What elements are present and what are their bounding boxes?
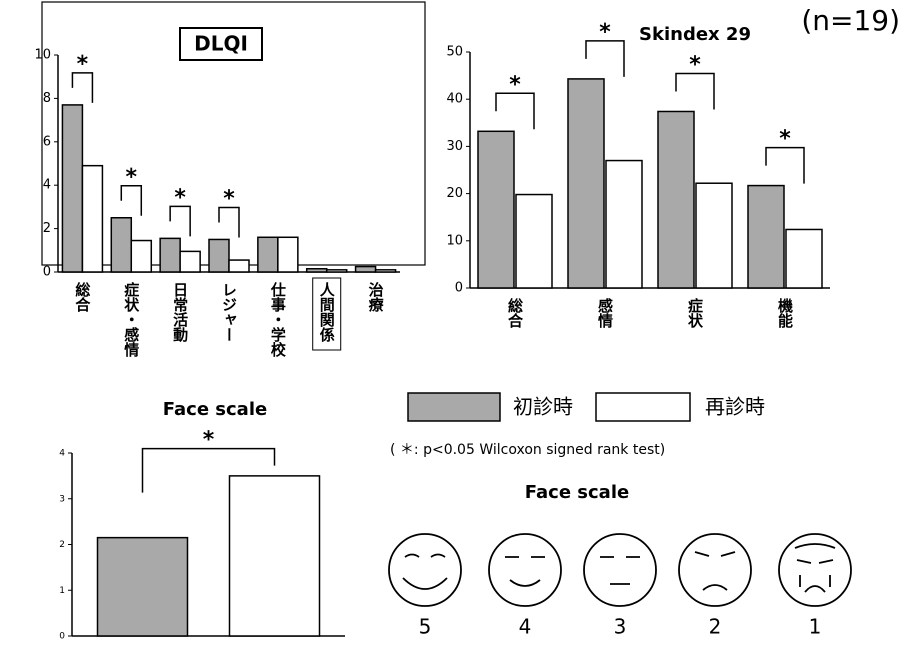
bar bbox=[376, 270, 396, 272]
y-tick-label: 0 bbox=[455, 281, 463, 296]
chart-title: Skindex 29 bbox=[639, 24, 751, 45]
face-label: 2 bbox=[709, 615, 722, 639]
x-tick-label: 人間関係 bbox=[318, 282, 336, 343]
legend-label: 初診時 bbox=[513, 395, 573, 419]
x-tick-label: 総合 bbox=[506, 297, 524, 329]
face-scale-title: Face scale bbox=[525, 482, 629, 503]
y-tick-label: 1 bbox=[59, 586, 65, 596]
face bbox=[679, 534, 751, 606]
significance-bracket bbox=[676, 73, 714, 109]
bar bbox=[180, 251, 200, 272]
y-tick-label: 30 bbox=[446, 139, 463, 154]
bar bbox=[748, 186, 784, 288]
x-tick-label: 仕事・学校 bbox=[269, 281, 287, 358]
bar bbox=[658, 111, 694, 288]
bar bbox=[606, 161, 642, 288]
bar bbox=[307, 269, 327, 272]
bar bbox=[230, 476, 320, 636]
bar bbox=[278, 237, 298, 272]
chart-title: DLQI bbox=[194, 32, 248, 56]
y-tick-label: 3 bbox=[59, 494, 65, 504]
significance-marker: * bbox=[599, 20, 611, 45]
significance-bracket bbox=[170, 206, 190, 236]
x-tick-label: 感情 bbox=[596, 297, 614, 329]
legend-swatch bbox=[408, 393, 500, 421]
face-label: 4 bbox=[519, 615, 532, 639]
x-tick-label: 治療 bbox=[367, 281, 385, 313]
significance-marker: * bbox=[126, 165, 138, 190]
significance-marker: * bbox=[174, 185, 186, 210]
y-tick-label: 4 bbox=[43, 178, 51, 193]
y-tick-label: 10 bbox=[446, 233, 463, 248]
y-tick-label: 2 bbox=[43, 221, 51, 236]
y-tick-label: 40 bbox=[446, 92, 463, 107]
x-tick-label: 総合 bbox=[73, 281, 91, 313]
y-tick-label: 2 bbox=[59, 540, 65, 550]
bar bbox=[209, 239, 229, 272]
significance-bracket bbox=[766, 148, 804, 184]
face-features bbox=[600, 557, 640, 584]
face-features bbox=[505, 557, 545, 586]
bar bbox=[356, 267, 376, 272]
significance-marker: * bbox=[509, 72, 521, 97]
significance-marker: * bbox=[779, 127, 791, 152]
significance-bracket bbox=[121, 186, 141, 216]
figure: DLQI Skindex 29 (n=19) Face scale 初診時 再診… bbox=[0, 0, 906, 646]
faces bbox=[389, 534, 851, 606]
x-tick-label: 日常活動 bbox=[171, 282, 189, 343]
face-features bbox=[403, 555, 447, 590]
y-tick-label: 20 bbox=[446, 186, 463, 201]
face-label: 3 bbox=[614, 615, 627, 639]
bar bbox=[160, 238, 180, 272]
significance-marker: * bbox=[223, 186, 235, 211]
y-tick-label: 0 bbox=[59, 632, 65, 642]
face-features bbox=[695, 552, 735, 590]
legend-swatch bbox=[596, 393, 690, 421]
face-features bbox=[795, 544, 835, 592]
bar bbox=[111, 218, 131, 272]
bar bbox=[62, 105, 82, 272]
page: DLQI Skindex 29 (n=19) Face scale 初診時 再診… bbox=[0, 0, 906, 646]
bar bbox=[478, 131, 514, 288]
bar bbox=[258, 237, 278, 272]
x-tick-label: 機能 bbox=[776, 297, 794, 329]
y-tick-label: 6 bbox=[43, 134, 51, 149]
bar bbox=[568, 79, 604, 288]
bar bbox=[516, 195, 552, 288]
face bbox=[584, 534, 656, 606]
significance-bracket bbox=[72, 73, 92, 103]
face bbox=[489, 534, 561, 606]
y-tick-label: 4 bbox=[59, 449, 65, 459]
x-tick-label: レジャー bbox=[220, 282, 238, 342]
x-tick-label: 症状・感情 bbox=[122, 281, 140, 358]
x-tick-label: 症状 bbox=[686, 297, 704, 329]
bar bbox=[696, 183, 732, 288]
bar bbox=[98, 538, 188, 636]
y-tick-label: 50 bbox=[446, 45, 463, 60]
y-tick-label: 10 bbox=[34, 48, 51, 63]
bar bbox=[131, 241, 151, 272]
bar bbox=[786, 229, 822, 288]
chart-title: Face scale bbox=[163, 399, 267, 420]
bar bbox=[229, 260, 249, 272]
sample-size: (n=19) bbox=[801, 4, 900, 37]
significance-marker: * bbox=[689, 52, 701, 77]
significance-bracket bbox=[219, 207, 239, 237]
face-label: 1 bbox=[809, 615, 822, 639]
face bbox=[389, 534, 461, 606]
significance-marker: * bbox=[77, 52, 89, 77]
note: ( ＊: p<0.05 Wilcoxon signed rank test) bbox=[390, 442, 665, 458]
bar bbox=[82, 166, 102, 272]
significance-bracket bbox=[496, 93, 534, 129]
face-label: 5 bbox=[419, 615, 432, 639]
significance-marker: * bbox=[203, 428, 215, 453]
bar bbox=[327, 270, 347, 272]
y-tick-label: 0 bbox=[43, 265, 51, 280]
legend-label: 再診時 bbox=[705, 395, 765, 419]
significance-bracket bbox=[586, 41, 624, 77]
y-tick-label: 8 bbox=[43, 91, 51, 106]
